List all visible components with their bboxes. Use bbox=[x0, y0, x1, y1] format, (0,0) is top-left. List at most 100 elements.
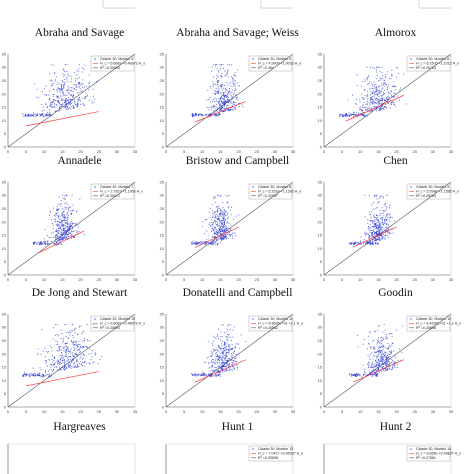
data-point bbox=[384, 77, 386, 79]
fit-line bbox=[352, 359, 404, 383]
data-point bbox=[39, 367, 41, 369]
data-point bbox=[68, 215, 70, 217]
data-point bbox=[368, 356, 370, 358]
data-point bbox=[76, 359, 78, 361]
x-tick-label: 5 bbox=[183, 409, 186, 414]
data-point bbox=[234, 102, 236, 104]
data-point bbox=[60, 99, 62, 101]
data-point bbox=[63, 210, 65, 212]
data-point bbox=[377, 364, 379, 367]
data-point bbox=[377, 359, 380, 361]
data-point bbox=[223, 230, 226, 232]
y-tick-label: 20 bbox=[318, 351, 323, 356]
data-point bbox=[76, 363, 78, 365]
data-point bbox=[228, 99, 230, 101]
data-point bbox=[380, 97, 383, 99]
data-point bbox=[214, 64, 217, 66]
data-point bbox=[364, 109, 366, 111]
data-point bbox=[23, 372, 25, 374]
data-point bbox=[366, 242, 368, 244]
data-point bbox=[215, 358, 217, 360]
data-point bbox=[78, 230, 80, 233]
data-point bbox=[381, 355, 383, 357]
data-point bbox=[79, 343, 81, 345]
data-point bbox=[42, 373, 44, 375]
x-tick-label: 0 bbox=[7, 409, 10, 414]
data-point bbox=[377, 368, 379, 370]
legend-box bbox=[406, 315, 451, 332]
data-point bbox=[385, 73, 387, 76]
data-point bbox=[222, 92, 225, 94]
data-point bbox=[222, 218, 224, 220]
data-point bbox=[97, 363, 99, 365]
data-point bbox=[375, 369, 377, 371]
data-point bbox=[391, 344, 393, 346]
data-point bbox=[224, 354, 226, 356]
data-point bbox=[214, 235, 216, 237]
data-point bbox=[209, 211, 211, 213]
data-point bbox=[378, 223, 380, 225]
y-tick-label: 15 bbox=[318, 365, 323, 370]
data-point bbox=[72, 90, 74, 92]
data-point bbox=[205, 244, 207, 246]
data-point bbox=[217, 337, 220, 340]
data-point bbox=[216, 92, 218, 94]
data-point bbox=[38, 241, 40, 243]
data-point bbox=[213, 197, 215, 199]
data-point bbox=[67, 102, 69, 104]
data-point bbox=[387, 225, 389, 227]
data-point bbox=[391, 216, 393, 218]
data-point bbox=[387, 86, 389, 88]
data-point bbox=[70, 75, 72, 77]
data-point bbox=[385, 106, 387, 109]
data-point bbox=[342, 113, 344, 115]
data-point bbox=[220, 348, 223, 350]
data-point bbox=[86, 324, 88, 326]
data-point bbox=[65, 105, 67, 107]
data-point bbox=[382, 362, 384, 365]
data-point bbox=[223, 100, 225, 102]
data-point bbox=[215, 337, 217, 340]
data-point bbox=[382, 197, 384, 199]
data-point bbox=[77, 348, 79, 350]
x-tick-label: 15 bbox=[218, 149, 223, 154]
data-point bbox=[67, 211, 69, 213]
data-point bbox=[387, 342, 389, 344]
data-point bbox=[78, 97, 80, 99]
data-point bbox=[60, 106, 62, 108]
data-point bbox=[51, 364, 53, 366]
data-point bbox=[24, 114, 26, 116]
data-point bbox=[212, 340, 214, 342]
data-point bbox=[357, 374, 360, 376]
data-point bbox=[72, 107, 74, 109]
data-point bbox=[54, 110, 56, 112]
data-point bbox=[364, 231, 366, 233]
data-point bbox=[215, 196, 217, 198]
data-point bbox=[219, 68, 221, 70]
data-point bbox=[231, 355, 233, 357]
data-point bbox=[223, 362, 225, 364]
data-point bbox=[203, 362, 205, 364]
y-tick-label: 10 bbox=[160, 118, 165, 123]
data-point bbox=[214, 361, 216, 363]
data-point bbox=[73, 328, 75, 330]
data-point bbox=[374, 219, 376, 221]
data-point bbox=[73, 350, 75, 352]
data-point bbox=[387, 357, 389, 359]
data-point bbox=[214, 212, 216, 214]
data-point bbox=[225, 218, 227, 221]
data-point bbox=[223, 95, 225, 97]
x-tick-label: 5 bbox=[341, 409, 344, 414]
data-point bbox=[91, 100, 93, 102]
data-point bbox=[85, 362, 87, 364]
data-point bbox=[212, 210, 214, 212]
data-point bbox=[216, 229, 218, 231]
data-point bbox=[227, 340, 229, 342]
data-point bbox=[222, 239, 224, 241]
data-point bbox=[232, 369, 234, 371]
data-point bbox=[231, 80, 233, 82]
y-tick-label: 5 bbox=[320, 391, 323, 396]
data-point bbox=[54, 363, 56, 365]
data-point bbox=[366, 109, 368, 112]
data-point bbox=[219, 347, 221, 349]
